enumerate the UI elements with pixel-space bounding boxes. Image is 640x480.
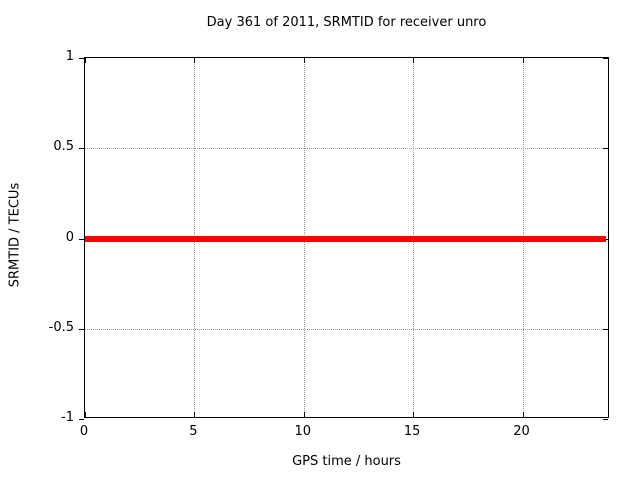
y-gridline bbox=[85, 328, 608, 330]
x-tick-label: 0 bbox=[79, 424, 89, 439]
x-tick-label: 10 bbox=[294, 424, 312, 439]
x-tick-bottom bbox=[413, 412, 415, 417]
y-tick-left bbox=[79, 58, 84, 59]
x-tick-bottom bbox=[194, 412, 196, 417]
y-tick-left bbox=[79, 238, 84, 240]
y-gridline bbox=[85, 148, 608, 150]
y-tick-right bbox=[603, 58, 608, 59]
y-tick-label: -1 bbox=[61, 410, 74, 425]
x-tick-bottom bbox=[85, 412, 86, 417]
x-tick-top bbox=[85, 58, 86, 63]
y-tick-label: 1 bbox=[65, 49, 74, 64]
y-tick-right bbox=[603, 328, 608, 330]
x-tick-label: 5 bbox=[189, 424, 198, 439]
y-tick-label: 0.5 bbox=[53, 139, 74, 155]
x-tick-top bbox=[303, 58, 305, 63]
y-tick-right bbox=[603, 148, 608, 150]
x-tick-bottom bbox=[522, 412, 524, 417]
x-tick-bottom bbox=[303, 412, 305, 417]
x-tick-label: 20 bbox=[513, 424, 530, 439]
chart-title: Day 361 of 2011, SRMTID for receiver unr… bbox=[206, 15, 487, 30]
y-tick-left bbox=[79, 419, 84, 420]
x-tick-top bbox=[522, 58, 524, 63]
x-tick-label: 15 bbox=[403, 424, 421, 439]
y-tick-left bbox=[79, 148, 84, 150]
x-axis-label: GPS time / hours bbox=[292, 454, 401, 469]
plot-area bbox=[79, 57, 609, 420]
y-tick-left bbox=[79, 328, 84, 330]
x-tick-top bbox=[413, 58, 415, 63]
y-tick-right bbox=[603, 419, 608, 420]
y-tick-label: 0 bbox=[65, 229, 74, 245]
y-tick-label: -0.5 bbox=[48, 319, 74, 335]
x-tick-top bbox=[194, 58, 196, 63]
series-line-srmtid bbox=[85, 235, 606, 242]
